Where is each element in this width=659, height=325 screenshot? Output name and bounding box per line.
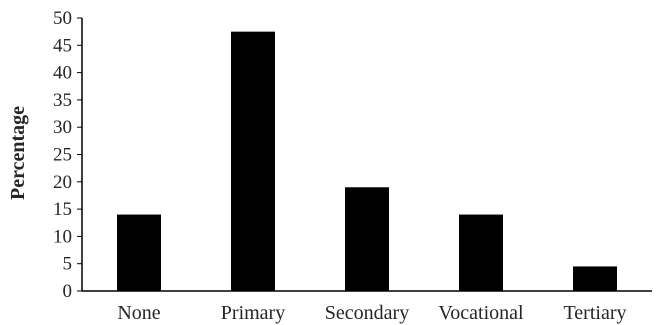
bars: [117, 31, 617, 292]
y-tick-label: 25: [53, 145, 72, 166]
bar-primary: [231, 31, 275, 292]
y-tick-label: 0: [63, 281, 73, 302]
y-tick-label: 10: [53, 226, 72, 247]
bar-tertiary: [573, 266, 617, 291]
x-axis-labels: None Primary Secondary Vocational Tertiary: [117, 302, 626, 324]
y-tick-label: 30: [53, 117, 72, 138]
x-category-label: Primary: [221, 302, 285, 324]
y-tick-label: 45: [53, 35, 72, 56]
y-tick-label: 5: [63, 254, 73, 275]
x-category-label: None: [117, 302, 160, 324]
y-tick-label: 20: [53, 172, 72, 193]
x-category-label: Secondary: [325, 302, 409, 324]
bar-vocational: [459, 214, 503, 291]
y-tick-label: 50: [53, 8, 72, 29]
x-category-label: Tertiary: [563, 302, 626, 324]
y-tick-label: 40: [53, 63, 72, 84]
y-tick-label: 35: [53, 90, 72, 111]
bar-secondary: [345, 187, 389, 291]
y-axis-title: Percentage: [7, 106, 29, 200]
y-axis-ticks: 0 5 10 15 20 25 30 35 40 45 50: [53, 8, 82, 302]
x-category-label: Vocational: [438, 302, 524, 324]
bar-none: [117, 214, 161, 291]
y-tick-label: 15: [53, 199, 72, 220]
